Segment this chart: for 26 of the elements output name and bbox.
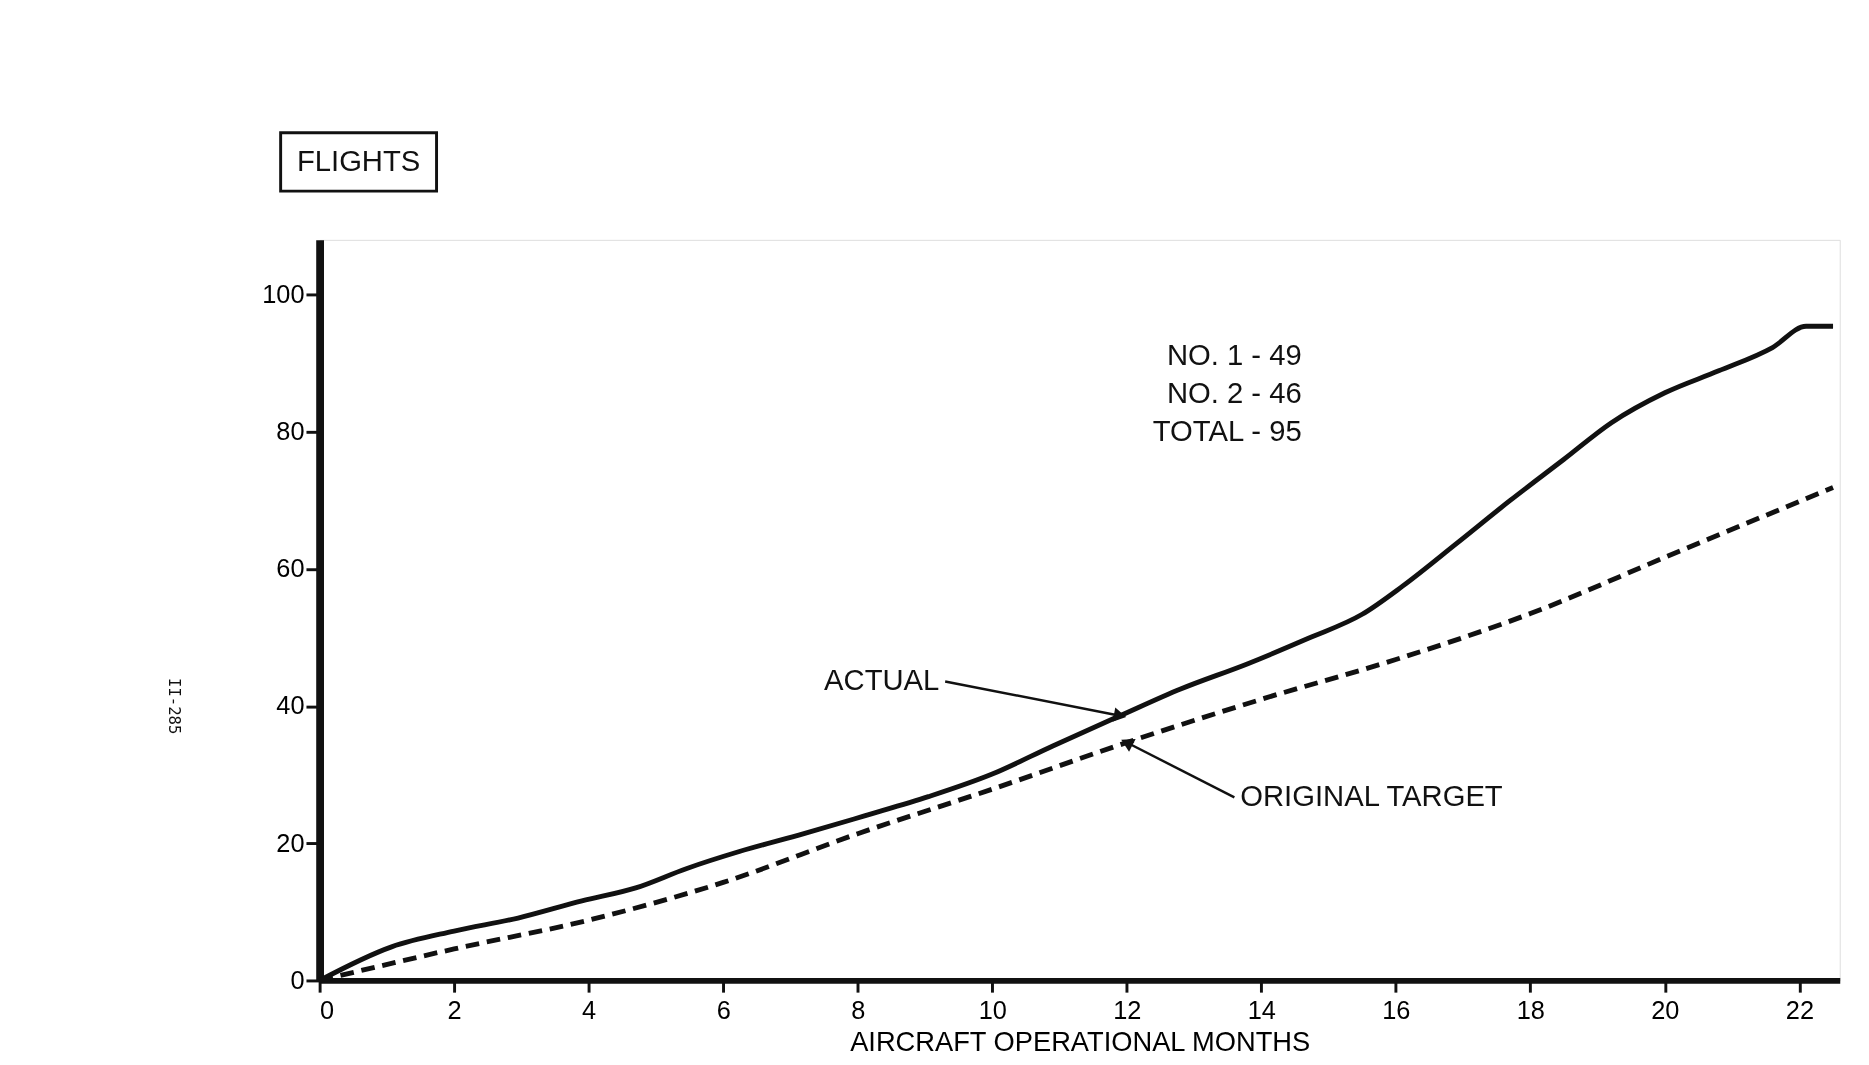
x-tick-label: 10 <box>978 995 1007 1024</box>
x-tick-label: 18 <box>1516 995 1545 1024</box>
x-tick-label: 4 <box>582 995 597 1024</box>
text: II-285 <box>164 678 183 735</box>
y-tick-label: 0 <box>290 965 305 994</box>
x-tick-label: 12 <box>1113 995 1142 1024</box>
x-tick-label: 0 <box>320 995 335 1024</box>
text: ACTUAL <box>824 664 940 697</box>
y-axis-title: FLIGHTS <box>296 144 421 177</box>
x-axis-title: AIRCRAFT OPERATIONAL MONTHS <box>850 1026 1311 1058</box>
x-tick-label: 22 <box>1785 995 1814 1024</box>
annotation: NO. 1 - 49 <box>1166 339 1302 372</box>
y-tick-label: 100 <box>262 280 305 309</box>
y-tick-label: 80 <box>276 417 305 446</box>
x-tick-label: 6 <box>716 995 731 1024</box>
x-tick-label: 8 <box>851 995 866 1024</box>
x-tick-label: 2 <box>447 995 462 1024</box>
y-tick-label: 40 <box>276 691 305 720</box>
annotation: TOTAL - 95 <box>1152 414 1302 447</box>
annotation: NO. 2 - 46 <box>1166 376 1302 409</box>
y-tick-label: 60 <box>276 554 305 583</box>
x-tick-label: 20 <box>1651 995 1680 1024</box>
x-tick-label: 16 <box>1382 995 1411 1024</box>
x-tick-label: 14 <box>1247 995 1276 1024</box>
text: ORIGINAL TARGET <box>1240 780 1503 813</box>
y-tick-label: 20 <box>276 828 305 857</box>
